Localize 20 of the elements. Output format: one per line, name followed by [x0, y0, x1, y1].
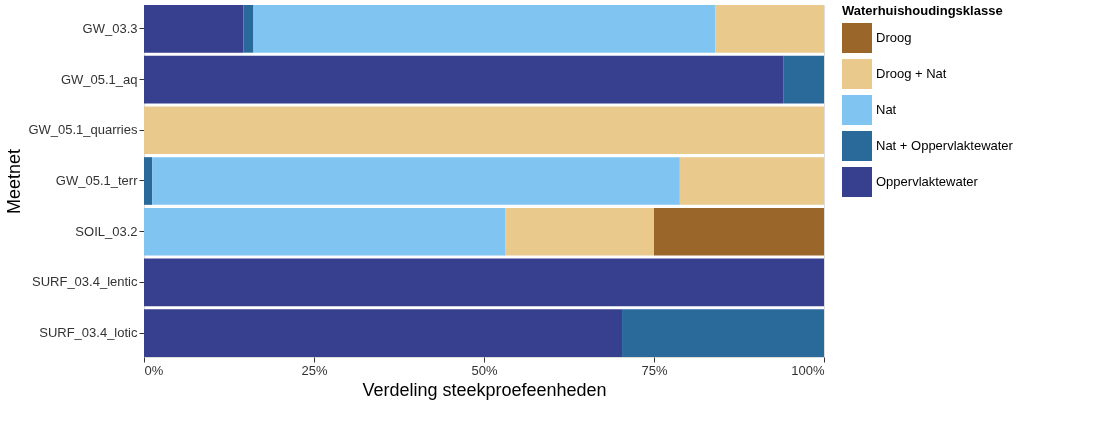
y-tick-label: GW_03.3: [82, 20, 138, 36]
x-tick-label: 50%: [471, 362, 498, 378]
legend-label: Nat + Oppervlaktewater: [876, 138, 1014, 153]
y-tick-label: SURF_03.4_lentic: [32, 274, 138, 290]
legend-label: Droog + Nat: [876, 66, 947, 81]
x-tick-label: 0%: [144, 362, 164, 378]
y-tick-label: SOIL_03.2: [75, 223, 138, 239]
x-tick-label: 75%: [641, 362, 668, 378]
y-tick-label: GW_05.1_aq: [60, 71, 138, 87]
y-axis-title: Meetnet: [4, 148, 25, 215]
legend-label: Oppervlaktewater: [876, 174, 979, 189]
x-axis-title: Verdeling steekproefeenheden: [362, 379, 607, 400]
legend-label: Nat: [876, 102, 897, 117]
legend-label: Droog: [876, 30, 912, 45]
y-tick-label: GW_05.1_terr: [55, 173, 139, 188]
x-tick-label: 100%: [791, 362, 825, 378]
y-tick-label: SURF_03.4_lotic: [39, 325, 138, 341]
x-tick-label: 25%: [301, 362, 328, 378]
y-tick-label: GW_05.1_quarries: [28, 122, 138, 138]
legend-title: Waterhuishoudingsklasse: [842, 3, 1003, 18]
